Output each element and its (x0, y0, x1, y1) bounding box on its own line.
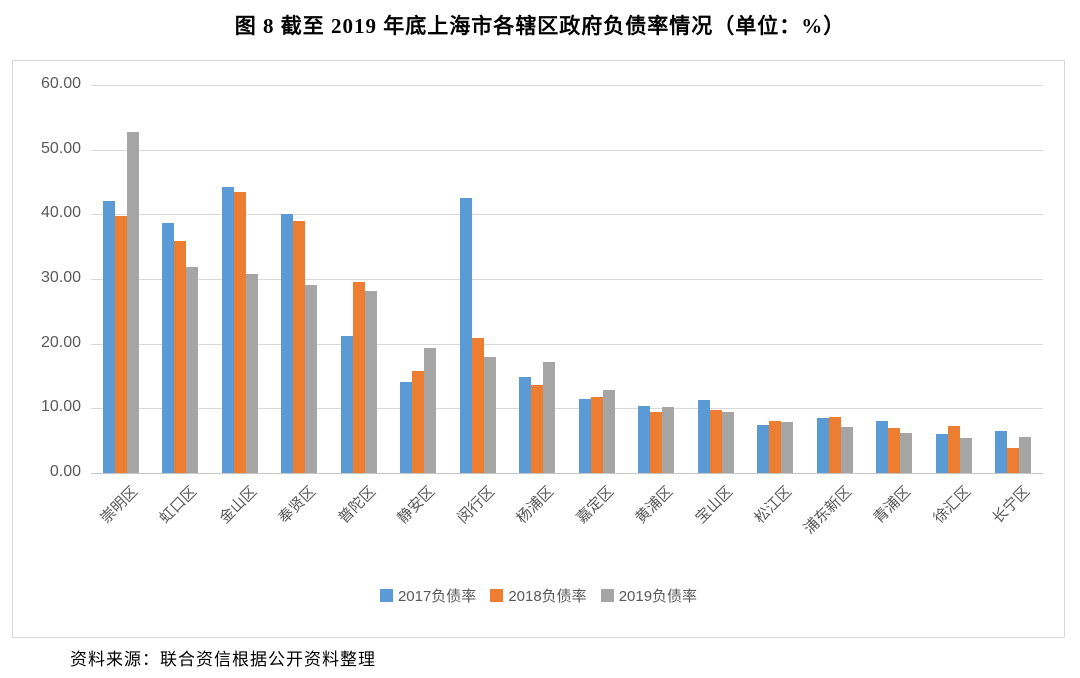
gridline (91, 279, 1043, 280)
gridline (91, 408, 1043, 410)
bar (650, 412, 663, 473)
bar (471, 337, 484, 473)
legend-item: 2019负债率 (600, 585, 698, 606)
bar (709, 409, 722, 473)
bar (459, 197, 472, 473)
bar (828, 417, 841, 473)
bar (602, 389, 615, 473)
legend-swatch-icon (490, 589, 504, 602)
gridline (91, 473, 1043, 474)
x-axis-label: 崇明区 (97, 483, 141, 527)
bar (1007, 448, 1020, 473)
x-axis-label: 嘉定区 (573, 483, 617, 527)
bar (662, 407, 675, 473)
legend-label: 2018负债率 (508, 588, 587, 605)
bar (293, 221, 306, 473)
bar (102, 201, 115, 473)
y-axis-label: 0.00 (49, 463, 81, 480)
x-axis-label: 奉贤区 (275, 483, 320, 527)
x-axis-label: 松江区 (751, 483, 796, 527)
bar (126, 131, 139, 473)
bar (995, 430, 1008, 473)
bar (816, 418, 829, 473)
x-axis-label: 徐汇区 (930, 483, 974, 527)
gridline (91, 214, 1043, 216)
legend-label: 2019负债率 (618, 588, 698, 605)
x-axis-label: 杨浦区 (513, 483, 558, 527)
bar (424, 347, 437, 473)
x-axis-label: 青浦区 (870, 483, 915, 527)
bar (638, 406, 651, 473)
legend-label: 2017负债率 (397, 588, 477, 605)
bar (876, 420, 889, 473)
legend-swatch-icon (600, 589, 614, 602)
bar (935, 433, 948, 473)
bar (519, 376, 532, 473)
bar (412, 370, 425, 473)
bar (364, 291, 377, 473)
bar (281, 213, 294, 473)
bar (781, 421, 794, 473)
bar (114, 215, 127, 473)
y-axis-label: 50.00 (40, 139, 81, 157)
bar (483, 357, 496, 473)
source-note: 资料来源：联合资信根据公开资料整理 (70, 650, 376, 669)
bar (578, 399, 591, 473)
gridline (91, 85, 1043, 86)
gridline (91, 149, 1043, 151)
x-axis-label: 静安区 (394, 483, 439, 527)
legend-item: 2018负债率 (490, 585, 587, 606)
bar (900, 432, 913, 473)
bar (305, 285, 318, 473)
legend-item: 2017负债率 (379, 585, 477, 606)
bar (221, 187, 234, 473)
y-axis-label: 30.00 (40, 269, 81, 286)
bar (947, 426, 960, 473)
legend-swatch-icon (379, 589, 393, 602)
bar (697, 399, 710, 473)
bar (233, 191, 246, 473)
x-axis-label: 虹口区 (156, 483, 201, 527)
x-axis-label: 长宁区 (989, 483, 1034, 527)
bar (162, 223, 175, 473)
bar (769, 420, 782, 473)
bar (245, 274, 258, 473)
x-axis-label: 闵行区 (454, 483, 498, 527)
gridline (91, 343, 1043, 345)
bar (174, 240, 187, 473)
y-axis-label: 60.00 (40, 75, 81, 92)
legend: 2017负债率 2018负债率 2019负债率 (13, 585, 1064, 606)
page-title: 图 8 截至 2019 年底上海市各辖区政府负债率情况（单位：%） (234, 14, 846, 38)
bar (531, 385, 544, 473)
bar (352, 281, 365, 473)
bar (888, 427, 901, 473)
y-axis-label: 20.00 (40, 333, 81, 351)
y-axis-label: 10.00 (40, 398, 81, 416)
bar (340, 335, 353, 473)
bar (400, 381, 413, 473)
bar (186, 267, 199, 473)
bar (590, 396, 603, 473)
bar (959, 438, 972, 473)
bar (840, 427, 853, 473)
bar (1019, 436, 1032, 473)
x-axis-label: 黄浦区 (632, 483, 677, 527)
x-axis-label: 宝山区 (692, 483, 736, 527)
y-axis-label: 40.00 (40, 204, 81, 222)
x-axis-label: 普陀区 (335, 483, 379, 527)
chart-container: 60.00 50.00 40.00 30.00 20.00 10.00 0.00 崇明区 虹口… (12, 60, 1065, 638)
x-axis-label: 金山区 (216, 483, 260, 527)
bar (721, 411, 734, 473)
bar (757, 424, 770, 473)
plot-area (91, 85, 1043, 474)
bar (543, 361, 556, 473)
x-axis-label: 浦东新区 (800, 483, 855, 538)
